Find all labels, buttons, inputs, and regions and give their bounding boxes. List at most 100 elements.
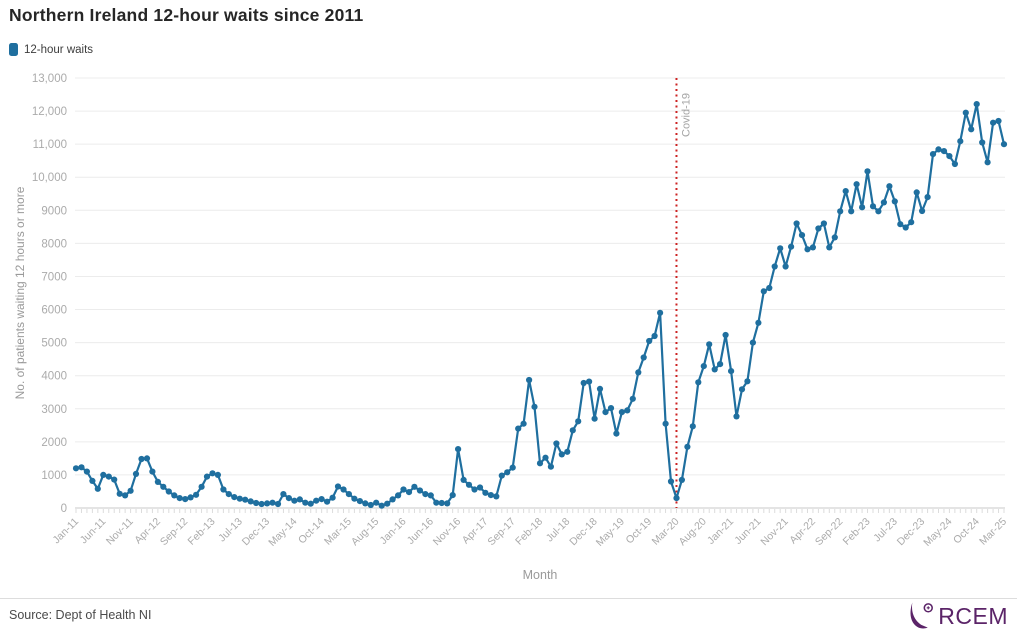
data-point[interactable] bbox=[782, 263, 789, 270]
data-point[interactable] bbox=[111, 476, 118, 483]
data-point[interactable] bbox=[362, 500, 369, 507]
data-point[interactable] bbox=[269, 499, 276, 506]
data-point[interactable] bbox=[72, 465, 80, 472]
data-point[interactable] bbox=[487, 492, 494, 499]
data-point[interactable] bbox=[558, 451, 565, 458]
data-point[interactable] bbox=[411, 483, 418, 490]
data-point[interactable] bbox=[100, 471, 107, 478]
data-point[interactable] bbox=[711, 366, 718, 373]
data-point[interactable] bbox=[498, 472, 505, 479]
data-point[interactable] bbox=[482, 489, 489, 496]
data-point[interactable] bbox=[258, 500, 265, 508]
data-point[interactable] bbox=[389, 496, 396, 503]
data-point[interactable] bbox=[618, 409, 626, 416]
data-point[interactable] bbox=[613, 430, 620, 437]
data-point[interactable] bbox=[225, 491, 232, 498]
data-point[interactable] bbox=[995, 117, 1002, 125]
data-point[interactable] bbox=[203, 473, 211, 480]
data-point[interactable] bbox=[935, 146, 942, 153]
data-point[interactable] bbox=[602, 409, 609, 416]
data-point[interactable] bbox=[940, 148, 948, 155]
data-point[interactable] bbox=[678, 476, 686, 483]
data-point[interactable] bbox=[744, 378, 751, 385]
data-point[interactable] bbox=[138, 455, 145, 463]
data-point[interactable] bbox=[869, 203, 877, 210]
data-point[interactable] bbox=[122, 492, 129, 499]
data-point[interactable] bbox=[640, 354, 647, 361]
data-point[interactable] bbox=[591, 415, 598, 422]
data-point[interactable] bbox=[105, 473, 112, 480]
data-point[interactable] bbox=[990, 119, 997, 126]
data-point[interactable] bbox=[629, 395, 636, 402]
data-point[interactable] bbox=[329, 494, 336, 501]
data-point[interactable] bbox=[384, 500, 391, 507]
data-point[interactable] bbox=[957, 138, 964, 145]
data-point[interactable] bbox=[962, 109, 969, 116]
data-point[interactable] bbox=[220, 486, 227, 493]
data-point[interactable] bbox=[657, 309, 664, 316]
data-point[interactable] bbox=[242, 496, 249, 503]
data-point[interactable] bbox=[400, 486, 407, 493]
data-point[interactable] bbox=[733, 413, 740, 420]
data-point[interactable] bbox=[460, 476, 467, 483]
data-point[interactable] bbox=[143, 455, 151, 462]
data-point[interactable] bbox=[755, 319, 762, 326]
data-point[interactable] bbox=[274, 500, 282, 508]
data-point[interactable] bbox=[542, 454, 549, 461]
data-point[interactable] bbox=[695, 379, 702, 386]
data-point[interactable] bbox=[842, 188, 849, 195]
data-point[interactable] bbox=[788, 243, 795, 250]
data-point[interactable] bbox=[340, 486, 347, 493]
data-point[interactable] bbox=[804, 246, 811, 253]
data-point[interactable] bbox=[247, 498, 254, 505]
data-point[interactable] bbox=[116, 490, 123, 497]
data-point[interactable] bbox=[280, 491, 287, 498]
data-point[interactable] bbox=[929, 151, 937, 158]
data-point[interactable] bbox=[296, 496, 303, 503]
data-point[interactable] bbox=[809, 244, 817, 251]
rcem-logo[interactable]: RCEM bbox=[908, 601, 1008, 632]
data-point[interactable] bbox=[859, 204, 866, 211]
data-point[interactable] bbox=[165, 488, 172, 495]
data-point[interactable] bbox=[438, 499, 445, 507]
data-point[interactable] bbox=[853, 181, 860, 188]
data-point[interactable] bbox=[553, 440, 560, 447]
data-point[interactable] bbox=[793, 220, 800, 227]
data-point[interactable] bbox=[285, 495, 292, 502]
data-point[interactable] bbox=[913, 189, 920, 196]
data-point[interactable] bbox=[236, 495, 243, 502]
data-point[interactable] bbox=[984, 159, 991, 166]
data-point[interactable] bbox=[504, 469, 511, 476]
data-point[interactable] bbox=[646, 337, 653, 345]
data-point[interactable] bbox=[182, 496, 189, 503]
data-point[interactable] bbox=[722, 331, 729, 339]
data-point[interactable] bbox=[176, 495, 183, 502]
data-point[interactable] bbox=[531, 403, 538, 410]
data-point[interactable] bbox=[689, 423, 696, 430]
data-point[interactable] bbox=[471, 486, 478, 493]
data-point[interactable] bbox=[662, 420, 669, 427]
data-point[interactable] bbox=[575, 418, 582, 425]
data-point[interactable] bbox=[749, 339, 757, 346]
data-point[interactable] bbox=[416, 487, 423, 494]
data-point[interactable] bbox=[264, 500, 271, 507]
data-point[interactable] bbox=[891, 198, 898, 205]
data-point[interactable] bbox=[651, 332, 658, 340]
data-point[interactable] bbox=[908, 219, 915, 226]
data-point[interactable] bbox=[706, 341, 713, 348]
data-point[interactable] bbox=[291, 497, 298, 504]
data-point[interactable] bbox=[455, 446, 462, 453]
data-point[interactable] bbox=[728, 368, 735, 375]
data-point[interactable] bbox=[526, 376, 533, 384]
data-point[interactable] bbox=[684, 443, 691, 450]
data-point[interactable] bbox=[880, 199, 888, 206]
data-point[interactable] bbox=[820, 220, 828, 227]
data-point[interactable] bbox=[771, 263, 778, 270]
data-point[interactable] bbox=[334, 483, 342, 490]
data-point[interactable] bbox=[154, 478, 161, 485]
data-point[interactable] bbox=[607, 405, 615, 412]
data-point[interactable] bbox=[160, 483, 167, 490]
data-point[interactable] bbox=[307, 500, 314, 507]
data-point[interactable] bbox=[596, 385, 604, 392]
data-point[interactable] bbox=[149, 468, 156, 475]
